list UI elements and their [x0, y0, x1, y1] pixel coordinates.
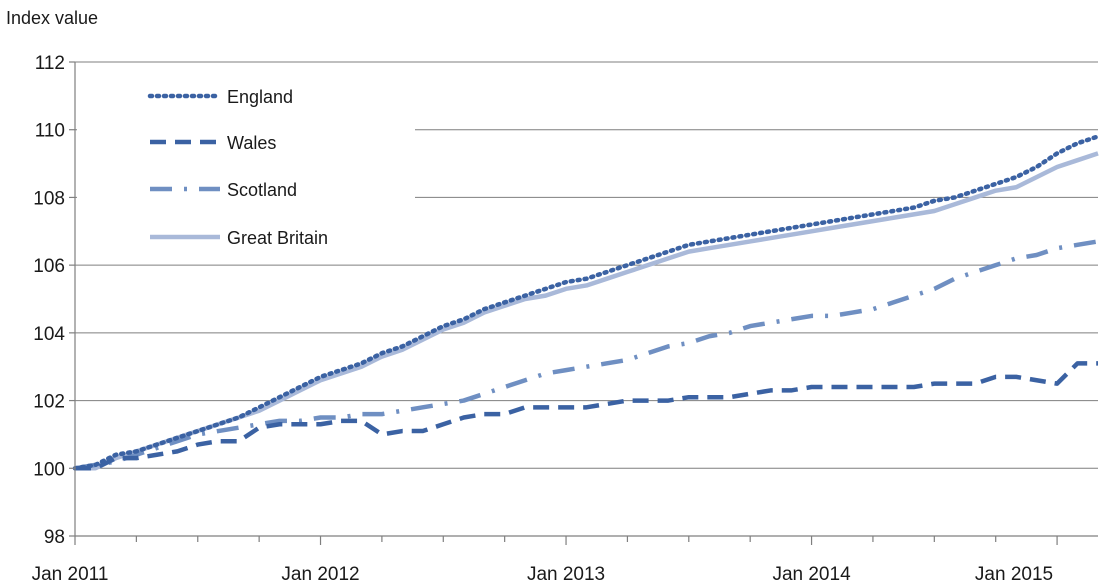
y-tick-labels: 98 100 102 104 106 108 110 112	[33, 53, 65, 548]
x-tick-label: Jan 2011	[32, 564, 109, 585]
x-tick-label: Jan 2012	[281, 564, 359, 585]
y-tick-label: 106	[33, 256, 65, 277]
legend-background	[77, 64, 415, 262]
axes	[69, 61, 1098, 545]
legend-entry-england: England	[147, 87, 293, 107]
y-axis-title: Index value	[6, 8, 98, 28]
legend-label: Wales	[227, 133, 276, 153]
legend-entry-scotland: Scotland	[150, 180, 297, 200]
x-tick-label: Jan 2015	[975, 564, 1053, 585]
legend-label: Great Britain	[227, 228, 328, 248]
series-line-wales	[75, 361, 1098, 471]
series-line-great-britain	[75, 151, 1099, 471]
x-tick-label: Jan 2013	[527, 564, 605, 585]
legend-box	[77, 64, 415, 262]
legend-entry-wales: Wales	[150, 133, 276, 153]
series-line-england	[72, 134, 1101, 471]
y-tick-label: 100	[33, 459, 65, 480]
y-tick-label: 110	[35, 121, 65, 142]
x-tick-labels: Jan 2011 Jan 2012 Jan 2013 Jan 2014 Jan 2015	[32, 564, 1053, 585]
legend-label: Scotland	[227, 180, 297, 200]
x-tick-label: Jan 2014	[772, 564, 851, 585]
y-tick-label: 98	[44, 527, 65, 548]
series-layer	[72, 134, 1101, 471]
y-tick-label: 108	[33, 188, 65, 209]
legend-entry-great-britain: Great Britain	[150, 228, 328, 248]
y-tick-label: 112	[35, 53, 65, 74]
legend: England Wales Scotland Great Britain	[147, 87, 328, 248]
series-line-scotland	[74, 239, 1099, 471]
legend-label: England	[227, 87, 293, 107]
y-tick-label: 102	[33, 392, 65, 413]
y-tick-label: 104	[33, 324, 65, 345]
